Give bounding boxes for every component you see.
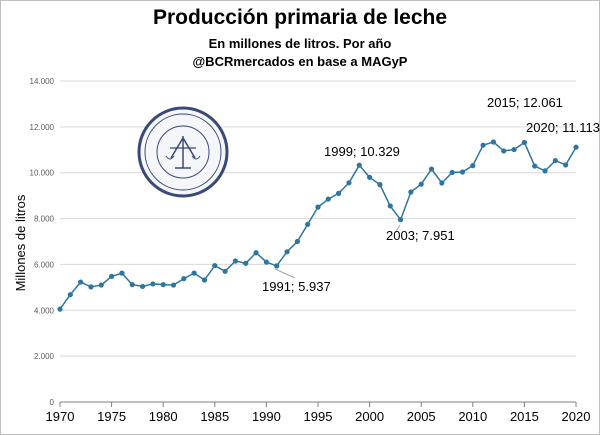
data-point [57, 306, 63, 312]
chart-title: Producción primaria de leche [152, 6, 448, 29]
data-point [325, 196, 331, 202]
data-point [222, 268, 228, 274]
x-tick-label: 2000 [355, 409, 384, 424]
data-point [573, 144, 579, 150]
data-point [367, 174, 373, 180]
data-point [511, 146, 517, 153]
x-tick-label: 1975 [97, 409, 126, 424]
data-point [109, 273, 115, 279]
data-point [284, 249, 290, 255]
data-point [201, 277, 208, 283]
data-point [88, 284, 94, 290]
data-point [315, 204, 321, 210]
y-tick-labels: 0 2.000 4.000 6.000 8.000 10.000 12.000 14.000 [30, 77, 55, 407]
data-point [212, 262, 218, 269]
x-tick-label: 1985 [200, 409, 229, 424]
data-point [253, 250, 259, 256]
data-point [532, 163, 538, 169]
data-point [501, 148, 507, 154]
grid-lines [60, 80, 576, 357]
annotation-label: 1991; 5.937 [262, 279, 331, 294]
annotation-label: 2015; 12.061 [487, 95, 563, 110]
x-tick-label: 2020 [562, 409, 591, 424]
data-point [305, 221, 311, 227]
y-tick-label: 14.000 [30, 77, 55, 86]
data-point [356, 162, 362, 168]
x-tick-label: 2005 [407, 409, 436, 424]
data-point [119, 270, 125, 276]
data-point [232, 258, 239, 264]
data-point [263, 259, 269, 265]
data-point [294, 238, 300, 245]
annotation-label: 2020; 11.113 [526, 120, 600, 135]
chart-subtitle: En millones de litros. Por año [208, 36, 392, 51]
data-point [160, 282, 166, 288]
annotation-label: 1999; 10.329 [324, 144, 400, 159]
x-tick-label: 1995 [304, 409, 333, 424]
y-tick-label: 10.000 [30, 169, 55, 178]
data-point [274, 263, 280, 269]
data-point [480, 142, 486, 148]
x-tick-label: 2015 [510, 409, 539, 424]
y-tick-label: 2.000 [34, 352, 55, 361]
data-point [470, 163, 476, 169]
bcr-seal-logo [137, 106, 229, 198]
data-point [181, 276, 187, 282]
data-point [336, 190, 342, 196]
data-point [346, 180, 352, 186]
data-point [408, 189, 414, 195]
annotation-leader [274, 268, 296, 279]
data-point [243, 260, 249, 266]
x-tick-label: 1980 [149, 409, 178, 424]
y-tick-label: 12.000 [30, 123, 55, 132]
data-point [98, 282, 104, 288]
data-point [139, 283, 146, 290]
x-tick-label: 1970 [46, 409, 75, 424]
annotation-label: 2003; 7.951 [386, 228, 455, 243]
x-tick-label: 2010 [458, 409, 487, 424]
data-point [563, 162, 569, 168]
x-axis: 1970 1975 1980 1985 1990 1995 2000 2005 2010 2015… [46, 401, 591, 424]
data-point [552, 157, 558, 164]
data-point [439, 180, 445, 186]
data-point [170, 282, 177, 288]
data-point [150, 281, 156, 287]
y-axis-label: Millones de litros [13, 194, 28, 291]
series-line [57, 139, 579, 312]
x-tick-label: 1990 [252, 409, 281, 424]
data-point [428, 166, 435, 172]
y-tick-label: 8.000 [34, 215, 55, 224]
y-tick-label: 6.000 [34, 260, 55, 269]
data-point [542, 168, 548, 174]
y-tick-label: 4.000 [34, 306, 55, 315]
data-point [449, 169, 455, 176]
data-point [387, 203, 393, 209]
annotation-leader [394, 224, 401, 234]
data-point [418, 181, 424, 187]
y-tick-label: 0 [50, 398, 55, 407]
data-point [377, 182, 383, 188]
data-point [129, 282, 135, 288]
data-point [67, 292, 73, 298]
annotations: 2015; 12.061 1999; 10.329 2020; 11.113 2003… [262, 95, 600, 294]
data-point [521, 139, 528, 146]
data-point [459, 169, 466, 175]
chart-source: @BCRmercados en base a MAGyP [192, 54, 408, 69]
data-point [78, 279, 84, 285]
data-point [490, 139, 497, 145]
data-point [191, 270, 197, 276]
data-point [397, 217, 404, 223]
